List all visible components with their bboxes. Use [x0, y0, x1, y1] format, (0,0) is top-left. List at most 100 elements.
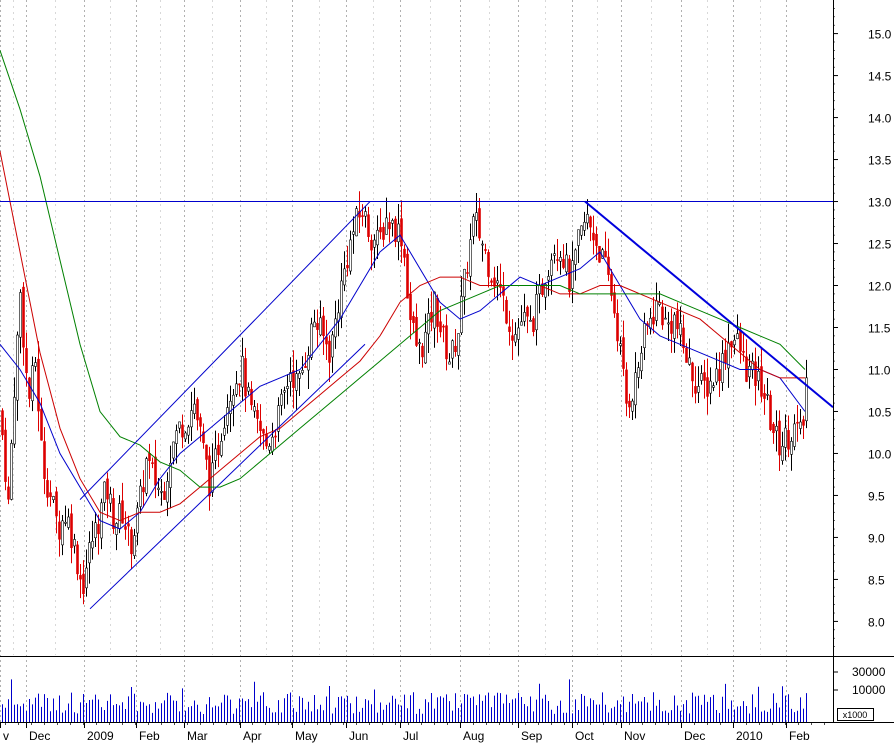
candle-body	[484, 249, 487, 251]
price-tick-label: 9.0	[868, 531, 885, 545]
x-tick-label: v	[3, 729, 9, 743]
candle-body	[139, 485, 142, 507]
x-tick-label: Nov	[624, 729, 645, 743]
candle-body	[28, 377, 31, 399]
candle-body	[10, 442, 13, 500]
x-tick-label: Jul	[403, 729, 418, 743]
candle-body	[286, 386, 289, 389]
candle-body	[559, 256, 562, 262]
trend-line-channel-lower	[89, 343, 366, 610]
candle-body	[772, 423, 775, 434]
x-tick-label: Feb	[789, 729, 810, 743]
candle-body	[670, 320, 673, 334]
candle-body	[55, 491, 58, 517]
candle-body	[550, 259, 553, 276]
candle-body	[373, 239, 376, 248]
candle-body	[763, 393, 766, 399]
candle-body	[301, 370, 304, 374]
candle-body	[799, 421, 802, 429]
candle-body	[610, 274, 613, 296]
candle-body	[574, 249, 577, 265]
candle-body	[613, 292, 616, 314]
candle-body	[805, 377, 808, 422]
x-tick-label: Dec	[29, 729, 50, 743]
candle-body	[202, 431, 205, 444]
candle-body	[346, 265, 349, 269]
candle-body	[433, 291, 436, 329]
candle-body	[445, 325, 448, 360]
candle-body	[463, 268, 466, 298]
candle-body	[793, 423, 796, 447]
candle-body	[523, 312, 526, 322]
candle-body	[781, 446, 784, 461]
candle-body	[754, 361, 757, 386]
trend-line-channel-upper	[79, 201, 371, 500]
candle-body	[679, 323, 682, 336]
candle-body	[349, 239, 352, 272]
candle-body	[88, 542, 91, 564]
candle-body	[586, 214, 589, 224]
candle-body	[442, 325, 445, 328]
candle-body	[319, 317, 322, 336]
candle-body	[49, 492, 52, 498]
grid	[0, 0, 787, 722]
candle-body	[73, 539, 76, 547]
candle-body	[277, 405, 280, 432]
price-tick-label: 11.5	[868, 322, 891, 336]
candle-body	[409, 293, 412, 321]
candle-body	[766, 394, 769, 396]
candle-body	[532, 318, 535, 332]
candle-body	[412, 316, 415, 323]
candle-body	[685, 347, 688, 363]
candle-body	[700, 373, 703, 381]
candle-body	[109, 493, 112, 504]
candle-body	[163, 491, 166, 500]
candle-body	[148, 452, 151, 461]
candle-body	[478, 208, 481, 239]
candle-body	[643, 323, 646, 348]
candle-body	[403, 248, 406, 258]
candle-body	[526, 306, 529, 317]
price-tick-label: 8.0	[868, 615, 885, 629]
candle-body	[145, 458, 148, 494]
price-tick-label: 13.0	[868, 196, 892, 210]
moving-average-ma-mid	[0, 151, 805, 522]
candle-body	[220, 441, 223, 456]
candle-body	[508, 326, 511, 332]
candle-body	[541, 283, 544, 295]
candle-body	[355, 208, 358, 237]
candle-body	[784, 427, 787, 448]
candle-body	[709, 380, 712, 394]
candle-body	[106, 478, 109, 500]
volume-unit-label: x1000	[843, 710, 868, 720]
candle-body	[157, 487, 160, 490]
candle-body	[295, 373, 298, 391]
candle-body	[778, 420, 781, 456]
price-tick-label: 13.5	[868, 154, 892, 168]
candle-body	[241, 355, 244, 388]
candle-body	[514, 334, 517, 343]
candle-body	[136, 507, 139, 534]
candle-body	[673, 314, 676, 339]
candle-body	[796, 421, 799, 424]
candle-body	[193, 403, 196, 414]
candle-body	[616, 313, 619, 342]
candle-body	[289, 372, 292, 382]
candle-body	[682, 327, 685, 349]
candle-body	[571, 260, 574, 289]
candle-body	[307, 355, 310, 371]
candle-body	[133, 535, 136, 556]
price-candles	[1, 191, 808, 605]
candle-body	[214, 448, 217, 461]
candle-body	[328, 340, 331, 363]
volume-unit-box	[837, 708, 874, 721]
candle-body	[376, 229, 379, 246]
candle-body	[760, 366, 763, 397]
candle-body	[619, 343, 622, 346]
candle-body	[475, 212, 478, 221]
candle-body	[331, 334, 334, 358]
candle-body	[802, 419, 805, 426]
candle-body	[655, 300, 658, 321]
candle-body	[487, 252, 490, 277]
